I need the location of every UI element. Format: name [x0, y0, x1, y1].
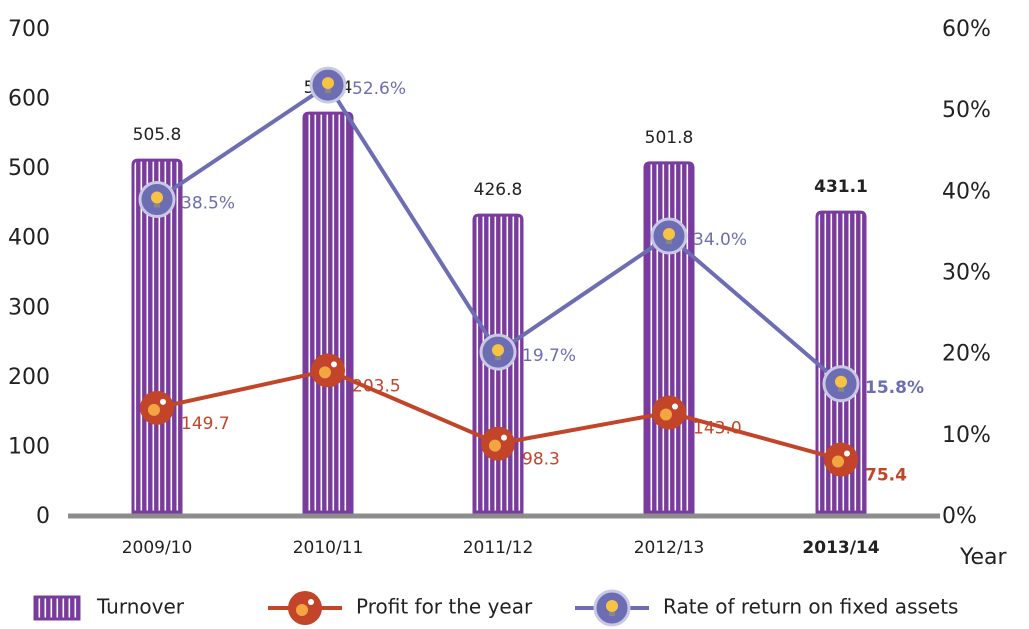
marker-bulb [151, 191, 163, 204]
legend-swatch [33, 595, 81, 621]
point-value-label: 143.0 [693, 419, 742, 439]
y-tick-label: 600 [8, 87, 50, 112]
y2-tick-label: 0% [942, 504, 977, 529]
y2-tick-label: 50% [942, 98, 991, 123]
y2-tick-label: 10% [942, 423, 991, 448]
point-value-label: 34.0% [693, 230, 747, 250]
bar [131, 158, 183, 514]
legend-item: Profit for the year [268, 591, 533, 625]
marker-base [325, 89, 331, 94]
marker-gear [319, 366, 331, 379]
marker-gear [832, 455, 844, 468]
marker-gear-small [308, 599, 314, 605]
point-value-label: 19.7% [522, 346, 576, 366]
bar [643, 161, 695, 514]
x-tick-label: 2012/13 [634, 538, 705, 558]
y2-tick-label: 20% [942, 342, 991, 367]
point-marker [822, 365, 860, 403]
point-marker [481, 426, 515, 461]
point-marker [311, 353, 345, 388]
bar-value-label: 426.8 [474, 180, 523, 200]
point-value-label: 203.5 [352, 376, 401, 396]
y-tick-label: 500 [8, 156, 50, 181]
point-value-label: 98.3 [522, 450, 560, 470]
legend-item: Turnover [33, 595, 185, 621]
point-marker [309, 66, 347, 104]
marker-gear-small [672, 403, 678, 410]
marker-base [838, 387, 844, 392]
point-value-label: 38.5% [181, 194, 235, 214]
y-tick-label: 200 [8, 365, 50, 390]
y-tick-label: 0 [36, 504, 50, 529]
y2-tick-label: 60% [942, 17, 991, 42]
marker-gear-small [331, 361, 337, 368]
y2-tick-label: 40% [942, 179, 991, 204]
x-tick-label: 2009/10 [122, 538, 193, 558]
marker-base [495, 356, 501, 361]
point-marker [650, 217, 688, 255]
x-tick-label: 2010/11 [293, 538, 364, 558]
x-tick-label: 2013/14 [802, 538, 879, 558]
marker-gear-small [844, 450, 850, 457]
marker-gear [660, 408, 672, 421]
point-marker [140, 390, 174, 425]
legend-label: Turnover [96, 595, 185, 619]
x-tick-label: 2011/12 [463, 538, 534, 558]
point-value-label: 149.7 [181, 414, 230, 434]
marker-bulb [606, 600, 618, 612]
marker-gear [489, 439, 501, 452]
marker-gear-small [160, 398, 166, 405]
x-axis-label: Year [959, 545, 1008, 570]
y-tick-label: 700 [8, 17, 50, 42]
bar [815, 210, 867, 514]
legend-label: Profit for the year [356, 595, 533, 619]
bar-value-label: 501.8 [645, 128, 694, 148]
point-marker [824, 442, 858, 477]
legend-label: Rate of return on fixed assets [663, 595, 958, 619]
point-marker [652, 395, 686, 430]
point-value-label: 52.6% [352, 79, 406, 99]
marker-bulb [663, 228, 675, 241]
y2-tick-label: 30% [942, 261, 991, 286]
y-tick-label: 300 [8, 295, 50, 320]
y-tick-label: 400 [8, 226, 50, 251]
marker-base [154, 203, 160, 208]
bar-value-label: 505.8 [133, 125, 182, 145]
marker-bulb [322, 77, 334, 90]
marker-gear [296, 604, 308, 616]
point-value-label: 15.8% [865, 378, 924, 398]
bar [302, 111, 354, 514]
point-marker [479, 333, 517, 371]
marker-bulb [835, 375, 847, 388]
marker-gear-small [501, 434, 507, 441]
point-marker [138, 181, 176, 219]
point-value-label: 75.4 [865, 466, 907, 486]
marker-base [609, 612, 615, 616]
marker-gear [148, 403, 160, 416]
y-tick-label: 100 [8, 434, 50, 459]
legend-item: Rate of return on fixed assets [575, 589, 958, 627]
bar-value-label: 431.1 [814, 177, 868, 197]
marker-base [666, 240, 672, 245]
marker-bulb [492, 344, 504, 357]
